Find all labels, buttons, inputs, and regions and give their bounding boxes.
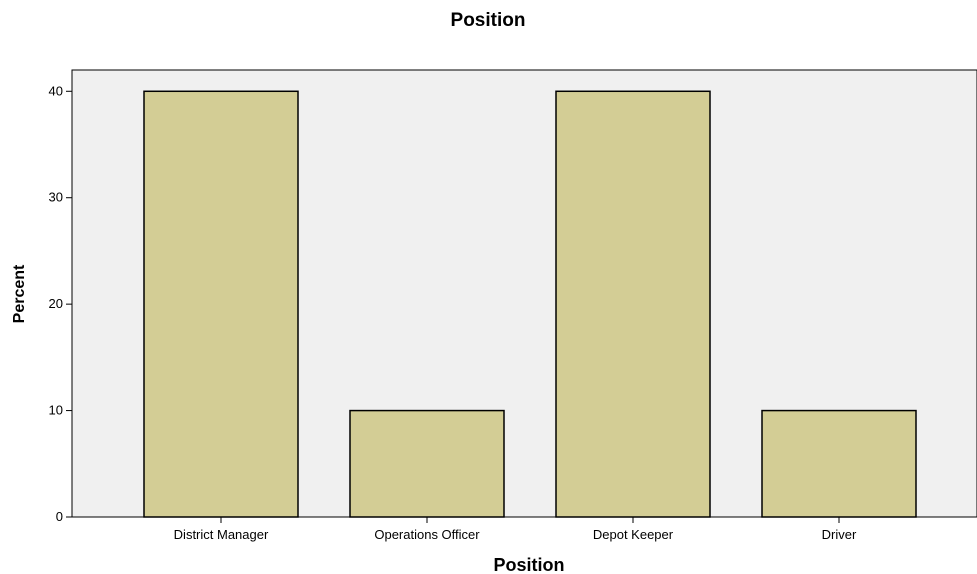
- x-axis-label: Position: [494, 555, 565, 574]
- x-tick-label: District Manager: [174, 527, 269, 542]
- y-tick-label: 10: [49, 403, 63, 418]
- bars-group: [143, 90, 917, 518]
- x-tick-label: Operations Officer: [374, 527, 480, 542]
- bar-operations-officer: [349, 409, 505, 518]
- bar-driver: [761, 409, 917, 518]
- chart-title: Position: [451, 10, 526, 31]
- x-tick-label: Driver: [822, 527, 857, 542]
- y-axis-label: Percent: [11, 264, 28, 323]
- y-tick-label: 20: [49, 296, 63, 311]
- y-tick-label: 40: [49, 83, 63, 98]
- y-tick-label: 30: [49, 190, 63, 205]
- bar-depot-keeper: [555, 90, 711, 518]
- x-tick-label: Depot Keeper: [593, 527, 674, 542]
- y-axis: 0 10 20 30 40: [49, 83, 72, 524]
- y-tick-label: 0: [56, 509, 63, 524]
- x-axis: District Manager Operations Officer Depot …: [174, 517, 857, 542]
- bar-district-manager: [143, 90, 299, 518]
